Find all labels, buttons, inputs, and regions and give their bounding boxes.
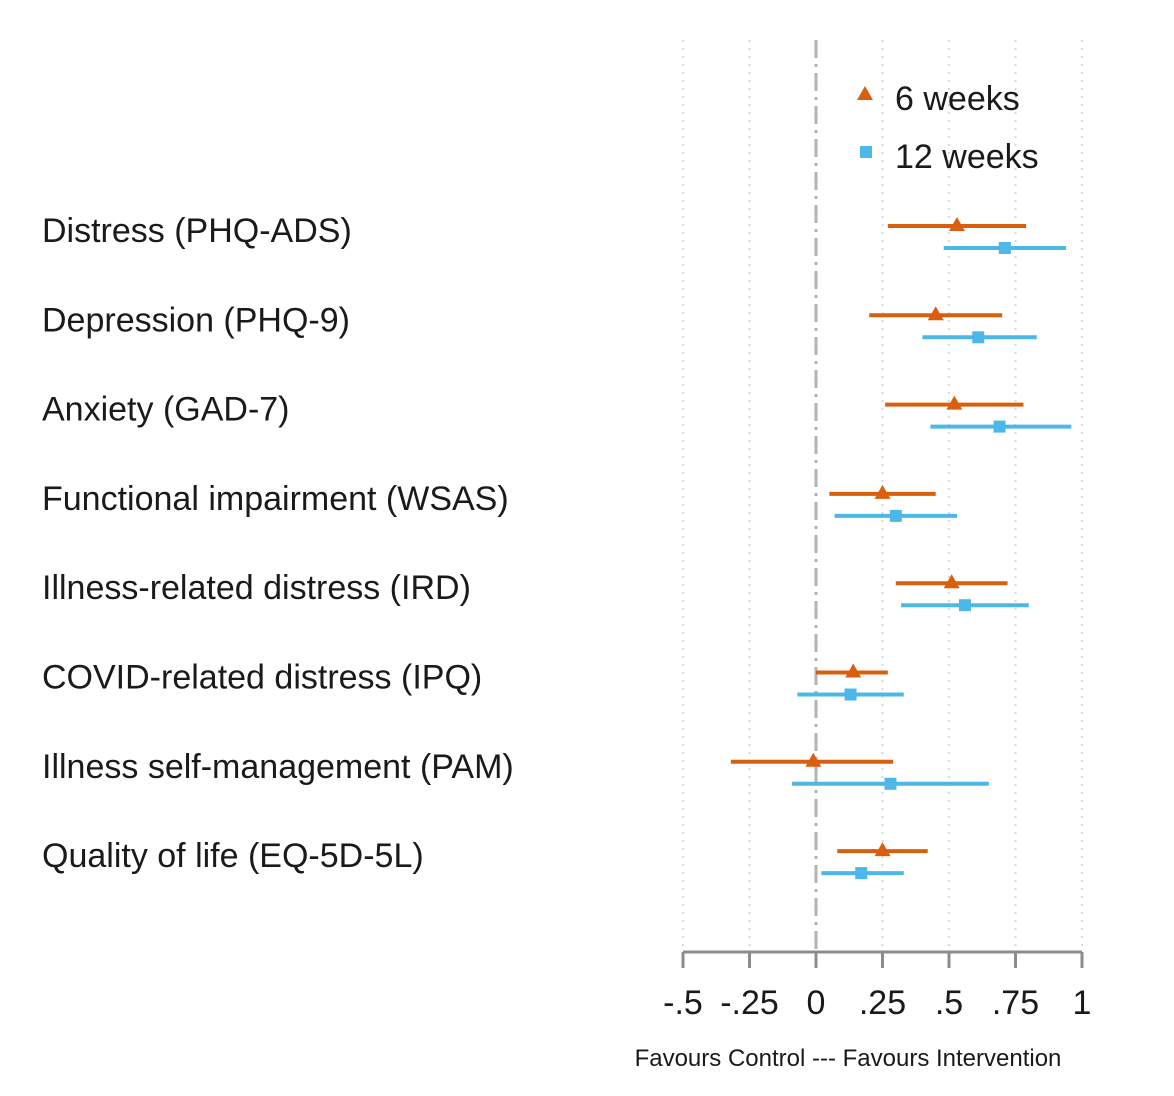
estimate-square	[884, 777, 897, 790]
legend-triangle-marker	[857, 86, 873, 100]
x-tick-label: .5	[935, 984, 963, 1022]
outcome-label: Illness self-management (PAM)	[42, 748, 514, 786]
estimate-triangle	[874, 842, 891, 857]
estimate-square	[889, 509, 902, 522]
legend-entry-label: 6 weeks	[895, 80, 1020, 118]
estimate-triangle	[943, 574, 960, 589]
outcome-label: Functional impairment (WSAS)	[42, 480, 509, 518]
outcome-label: Illness-related distress (IRD)	[42, 569, 471, 607]
x-axis: -.5 -.25 0 .25 .5 .75 1 Favours Control --- Fav…	[635, 950, 1092, 1072]
estimate-square	[972, 331, 985, 344]
estimate-square	[958, 599, 971, 612]
outcome-label: COVID-related distress (IPQ)	[42, 659, 482, 697]
x-axis-title: Favours Control --- Favours Intervention	[635, 1045, 1062, 1072]
point-estimates	[805, 217, 1011, 880]
estimate-square	[855, 867, 868, 880]
confidence-intervals	[730, 224, 1072, 876]
estimate-triangle	[805, 752, 822, 767]
outcome-labels: Distress (PHQ-ADS) Depression (PHQ-9) Anxi…	[42, 212, 514, 875]
estimate-triangle	[927, 306, 944, 321]
legend: 6 weeks 12 weeks	[857, 80, 1039, 176]
outcome-label: Distress (PHQ-ADS)	[42, 212, 352, 250]
estimate-triangle	[948, 217, 965, 231]
x-tick-label: 1	[1073, 984, 1092, 1022]
x-tick-label: .25	[859, 984, 906, 1022]
estimate-square	[993, 420, 1006, 433]
estimate-triangle	[845, 663, 862, 678]
outcome-label: Depression (PHQ-9)	[42, 301, 350, 339]
outcome-label: Quality of life (EQ-5D-5L)	[42, 837, 424, 875]
legend-square-marker	[860, 146, 872, 158]
estimate-square	[998, 242, 1011, 254]
x-tick-label: 0	[807, 984, 826, 1022]
outcome-label: Anxiety (GAD-7)	[42, 391, 290, 429]
estimate-triangle	[946, 395, 963, 410]
x-tick-label: -.25	[720, 984, 779, 1022]
x-tick-label: .75	[992, 984, 1039, 1022]
estimate-square	[844, 688, 857, 701]
estimate-triangle	[874, 484, 891, 499]
legend-entry-label: 12 weeks	[895, 138, 1039, 176]
x-tick-label: -.5	[663, 984, 703, 1022]
